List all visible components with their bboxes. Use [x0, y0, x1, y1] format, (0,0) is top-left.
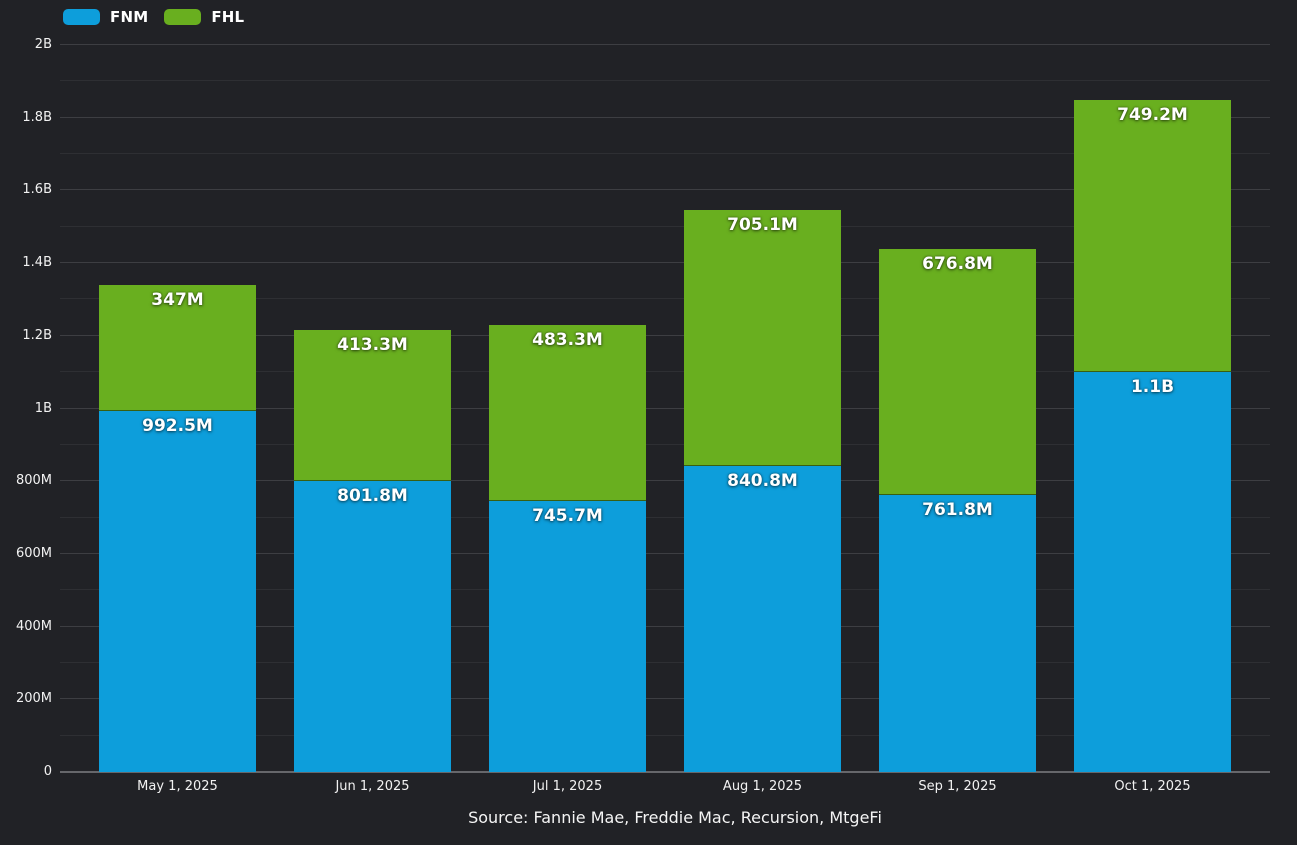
gridline-900m	[60, 443, 1270, 445]
y-axis-tick-label-1.4b: 1.4B	[22, 255, 52, 271]
bar-segment-fhl-sep-1-2025[interactable]: 676.8M	[879, 249, 1036, 496]
bar-segment-fnm-jun-1-2025[interactable]: 801.8M	[294, 480, 451, 772]
y-axis-tick-label-400m: 400M	[15, 618, 52, 634]
gridline-800m	[60, 480, 1270, 482]
x-axis-label-sep-1-2025: Sep 1, 2025	[918, 779, 997, 794]
bar-value-label-fnm: 840.8M	[727, 471, 798, 492]
y-axis-tick-label-0: 0	[43, 764, 52, 779]
bar-group-oct-1-2025: 1.1B 749.2M	[1055, 45, 1250, 772]
x-axis-label-jun-1-2025: Jun 1, 2025	[335, 779, 410, 794]
gridline-1600m	[60, 189, 1270, 191]
bar-segment-fnm-aug-1-2025[interactable]: 840.8M	[684, 466, 841, 772]
bar-value-label-fhl: 413.3M	[337, 335, 408, 356]
gridline-1000m	[60, 407, 1270, 409]
y-axis-tick-label-1.2b: 1.2B	[22, 327, 52, 343]
bar-value-label-fnm: 992.5M	[142, 416, 213, 437]
gridline-1300m	[60, 298, 1270, 300]
bar-value-label-fhl: 347M	[151, 290, 204, 311]
legend-label: FNM	[110, 8, 149, 26]
bar-value-label-fnm: 745.7M	[532, 505, 603, 526]
x-axis-label-aug-1-2025: Aug 1, 2025	[722, 779, 803, 794]
gridline-1800m	[60, 116, 1270, 118]
source-caption: Source: Fannie Mae, Freddie Mac, Recursi…	[468, 808, 882, 827]
gridline-1500m	[60, 225, 1270, 227]
bar-value-label-fnm: 801.8M	[337, 485, 408, 506]
gridline-700m	[60, 516, 1270, 518]
bar-group-jun-1-2025: 801.8M 413.3M	[275, 45, 470, 772]
bar-value-label-fhl: 483.3M	[532, 330, 603, 351]
x-axis-label-jul-1-2025: Jul 1, 2025	[532, 779, 603, 794]
y-axis-tick-label-1.8b: 1.8B	[22, 109, 52, 125]
gridline-1700m	[60, 153, 1270, 155]
gridline-600m	[60, 552, 1270, 554]
legend-swatch-fnm	[63, 9, 100, 25]
legend-label: FHL	[211, 8, 245, 26]
bar-value-label-fhl: 676.8M	[922, 254, 993, 275]
bar-segment-fhl-jun-1-2025[interactable]: 413.3M	[294, 330, 451, 481]
gridline-500m	[60, 589, 1270, 591]
bar-segment-fnm-oct-1-2025[interactable]: 1.1B	[1074, 372, 1231, 772]
gridline-1900m	[60, 80, 1270, 82]
y-axis-tick-label-600m: 600M	[15, 545, 52, 561]
bar-value-label-fnm: 1.1B	[1130, 377, 1175, 398]
x-axis-baseline	[60, 771, 1270, 773]
bar-segment-fhl-jul-1-2025[interactable]: 483.3M	[489, 325, 646, 501]
bar-group-jul-1-2025: 745.7M 483.3M	[470, 45, 665, 772]
bar-segment-fhl-oct-1-2025[interactable]: 749.2M	[1074, 99, 1231, 373]
legend: FNM FHL	[63, 8, 244, 26]
y-axis-tick-label-1.6b: 1.6B	[22, 182, 52, 198]
bar-segment-fnm-may-1-2025[interactable]: 992.5M	[99, 411, 256, 772]
legend-item-fhl[interactable]: FHL	[164, 8, 244, 26]
gridline-100m	[60, 734, 1270, 736]
bar-value-label-fnm: 761.8M	[922, 500, 993, 521]
bar-group-sep-1-2025: 761.8M 676.8M	[860, 45, 1055, 772]
gridline-1400m	[60, 262, 1270, 264]
gridline-400m	[60, 625, 1270, 627]
gridline-2000m	[60, 44, 1270, 45]
x-axis-label-may-1-2025: May 1, 2025	[137, 779, 218, 794]
bar-value-label-fhl: 705.1M	[727, 215, 798, 236]
bar-segment-fhl-aug-1-2025[interactable]: 705.1M	[684, 210, 841, 467]
y-axis-tick-label-200m: 200M	[15, 691, 52, 707]
legend-swatch-fhl	[164, 9, 202, 25]
x-axis-label-oct-1-2025: Oct 1, 2025	[1114, 779, 1191, 794]
legend-item-fnm[interactable]: FNM	[63, 8, 148, 26]
gridline-1200m	[60, 334, 1270, 336]
bar-group-may-1-2025: 992.5M 347M	[80, 45, 275, 772]
bar-segment-fnm-jul-1-2025[interactable]: 745.7M	[489, 500, 646, 772]
bar-group-aug-1-2025: 840.8M 705.1M	[665, 45, 860, 772]
plot-area: 992.5M 347M 801.8M 413.3M 745.7M 483.3M 840.8M…	[60, 44, 1270, 773]
bar-segment-fhl-may-1-2025[interactable]: 347M	[99, 285, 256, 412]
y-axis-tick-label-800m: 800M	[15, 473, 52, 489]
bar-segment-fnm-sep-1-2025[interactable]: 761.8M	[879, 495, 1036, 772]
y-axis-tick-label-2b: 2B	[34, 37, 52, 52]
bar-value-label-fhl: 749.2M	[1117, 104, 1188, 125]
gridline-300m	[60, 662, 1270, 663]
gridline-1100m	[60, 371, 1270, 373]
y-axis-tick-label-1b: 1B	[34, 400, 52, 416]
gridline-200m	[60, 698, 1270, 700]
